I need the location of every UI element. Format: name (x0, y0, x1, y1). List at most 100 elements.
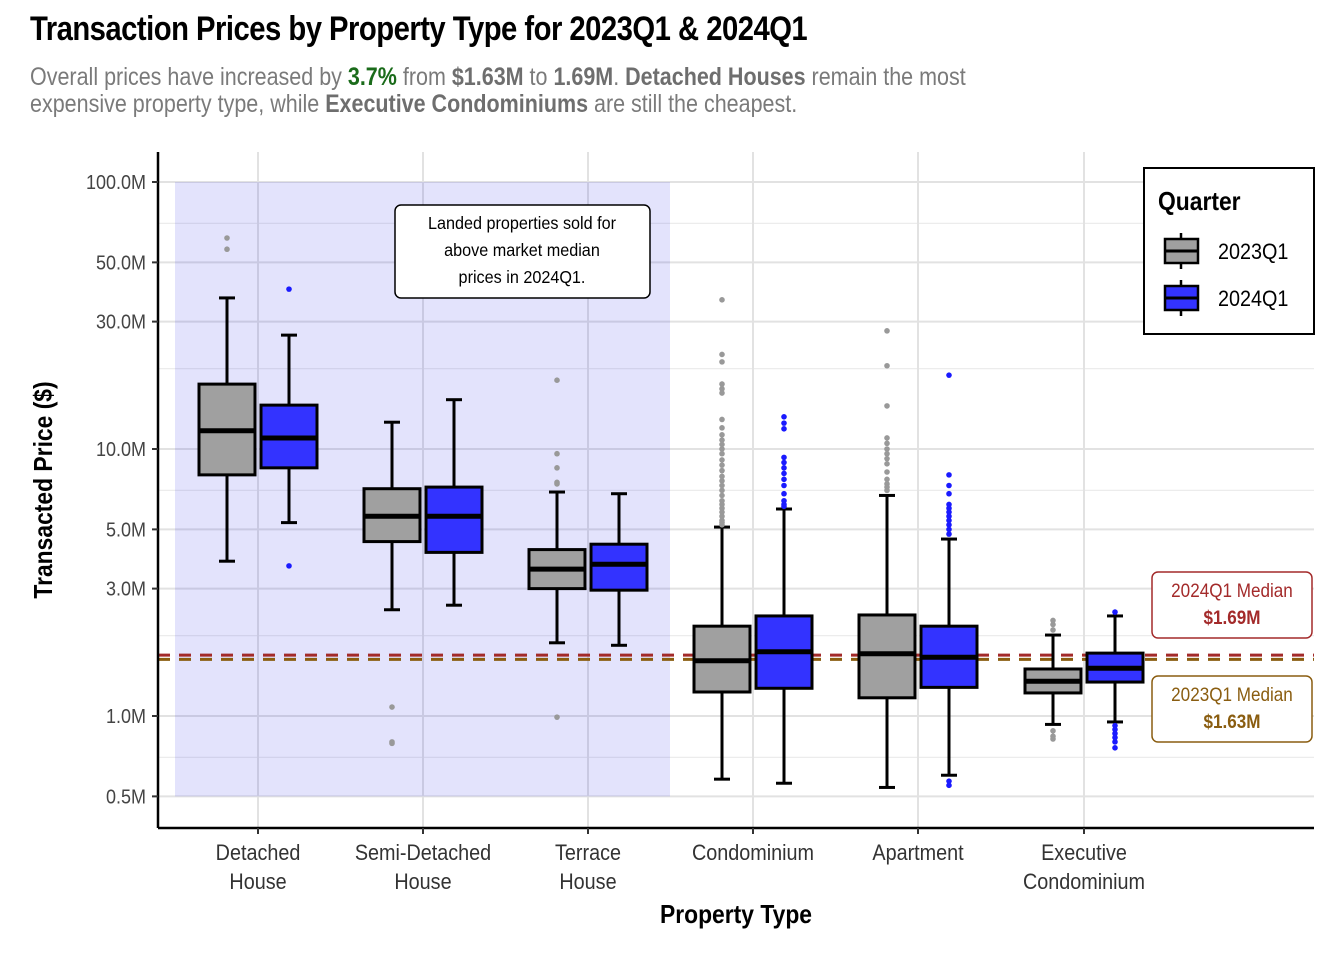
median-label-title-2024q1: 2024Q1 Median (1171, 580, 1293, 601)
outlier-point (554, 450, 560, 457)
box-2024q1-4 (919, 372, 979, 789)
x-tick-label: Apartment (872, 841, 963, 865)
y-tick-label: 10.0M (96, 439, 146, 461)
axes: 0.5M 1.0M 3.0M 5.0M 10.0M 30.0M 50.0M 100.0M Det… (30, 152, 1314, 929)
outlier-point (554, 377, 560, 383)
subtitle-text: from (396, 63, 452, 91)
outlier-point (1050, 736, 1056, 742)
outlier-point (884, 455, 890, 462)
outlier-point (719, 513, 725, 520)
outlier-point (719, 416, 725, 423)
box-2023q1-5 (1023, 617, 1083, 742)
x-tick-label: Condominium (692, 841, 814, 865)
outlier-point (946, 778, 952, 784)
outlier-point (719, 473, 725, 480)
outlier-point (781, 459, 787, 466)
outlier-point (1112, 745, 1118, 751)
median-label-value-2023q1: $1.63M (1204, 711, 1261, 732)
x-tick-label: Executive (1041, 841, 1127, 865)
outlier-point (1050, 627, 1056, 633)
box-2024q1-1 (424, 398, 484, 607)
outlier-point (1112, 609, 1118, 615)
iqr-box (857, 613, 917, 700)
outlier-point (884, 461, 890, 467)
outlier-point (946, 513, 952, 520)
y-tick-label: 5.0M (106, 520, 146, 542)
outlier-point (946, 526, 952, 533)
outlier-point (946, 372, 952, 378)
subtitle-text: . (613, 63, 626, 91)
median-label-box-2024q1 (1151, 571, 1313, 639)
outlier-point (719, 457, 725, 463)
subtitle-text: expensive property type, while (30, 90, 326, 118)
outlier-point (781, 482, 787, 489)
x-tick-label: Semi-Detached (355, 841, 491, 865)
outlier-point (719, 446, 725, 452)
outlier-point (719, 425, 725, 431)
outlier-point (719, 437, 725, 443)
subtitle-percent-change: 3.7% (347, 63, 397, 91)
outlier-point (781, 490, 787, 497)
box-2024q1-3 (754, 414, 814, 785)
y-tick-label: 50.0M (96, 253, 146, 275)
outlier-point (719, 467, 725, 474)
outlier-point (719, 482, 725, 489)
y-tick-label: 100.0M (86, 172, 146, 194)
legend-label: 2023Q1 (1218, 240, 1288, 264)
box-2023q1-2 (527, 377, 587, 720)
annotation-text: Landed properties sold for (428, 213, 616, 233)
outlier-point (719, 462, 725, 468)
legend: Quarter 2023Q1 2024Q1 (1143, 167, 1315, 335)
outlier-point (719, 381, 725, 387)
y-tick-label: 3.0M (106, 579, 146, 601)
outlier-point (719, 359, 725, 365)
annotation-text: prices in 2024Q1. (459, 267, 586, 287)
box-2023q1-4 (857, 328, 917, 789)
outlier-point (946, 531, 952, 537)
outlier-point (719, 432, 725, 438)
x-tick-label: House (394, 870, 451, 894)
outlier-point (884, 487, 890, 494)
legend-item-2023q1: 2023Q1 (1163, 233, 1288, 269)
outlier-point (286, 286, 292, 292)
outlier-point (1050, 621, 1056, 628)
outlier-point (946, 472, 952, 478)
annotation-text: above market median (444, 240, 600, 260)
y-tick-label: 30.0M (96, 312, 146, 334)
x-tick-label: House (229, 870, 286, 894)
annotation-box (394, 204, 651, 299)
median-label-box-2023q1 (1151, 675, 1313, 743)
legend-label: 2024Q1 (1218, 287, 1288, 311)
outlier-point (719, 522, 725, 528)
outlier-point (884, 450, 890, 457)
x-tick-label: Condominium (1023, 870, 1145, 894)
outlier-point (946, 509, 952, 515)
outlier-point (719, 297, 725, 303)
outlier-point (719, 487, 725, 494)
gridlines (158, 152, 1314, 828)
median-label-value-2024q1: $1.69M (1204, 607, 1261, 628)
legend-title: Quarter (1158, 188, 1241, 217)
y-tick-label: 1.0M (106, 706, 146, 728)
legend-item-2024q1: 2024Q1 (1163, 280, 1288, 316)
subtitle-line-2: expensive property type, while Executive… (30, 91, 966, 118)
outlier-point (781, 420, 787, 426)
subtitle-text: remain the most (805, 63, 966, 91)
outlier-point (781, 503, 787, 510)
outlier-point (884, 469, 890, 475)
chart-subtitle: Overall prices have increased by 3.7% fr… (30, 64, 966, 118)
outlier-point (946, 505, 952, 512)
outlier-point (719, 390, 725, 396)
box-2024q1-0 (259, 286, 319, 569)
outlier-point (224, 235, 230, 241)
outlier-point (1112, 726, 1118, 733)
x-axis-title: Property Type (660, 901, 812, 930)
outlier-point (781, 470, 787, 477)
subtitle-text: to (523, 63, 554, 91)
outlier-point (719, 441, 725, 448)
outlier-point (781, 414, 787, 420)
outlier-point (719, 351, 725, 358)
outlier-point (781, 465, 787, 471)
subtitle-cheapest: Executive Condominiums (325, 90, 589, 118)
